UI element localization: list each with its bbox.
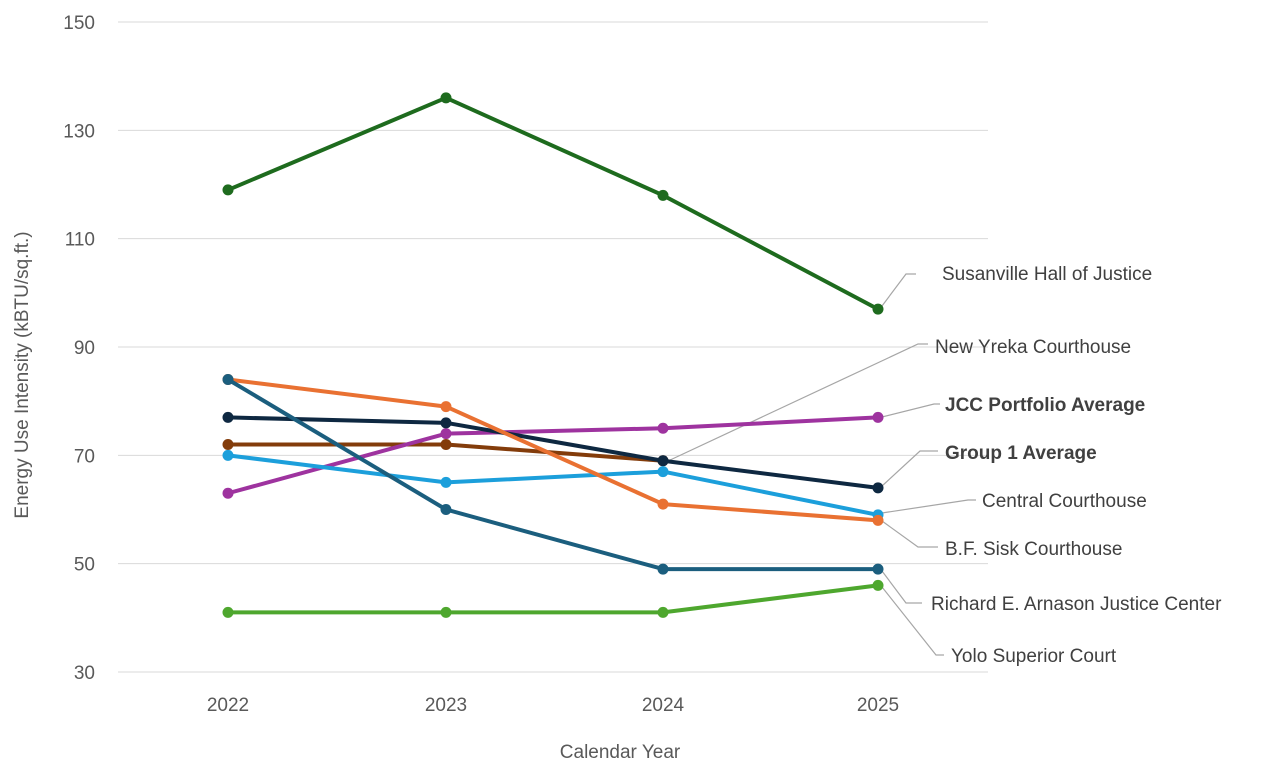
series-label: New Yreka Courthouse <box>935 337 1131 358</box>
series-line <box>226 377 880 572</box>
leader-line <box>881 403 940 418</box>
data-point <box>657 466 669 478</box>
leader-line <box>881 499 976 514</box>
x-tick-label: 2024 <box>642 695 685 716</box>
x-axis-ticks: 2022 2023 2024 2025 <box>207 695 899 716</box>
y-tick-label: 150 <box>63 13 95 34</box>
series-line <box>226 415 880 490</box>
leader-line <box>881 273 916 307</box>
data-point <box>222 374 234 385</box>
y-axis-ticks: 30 50 70 90 110 130 150 <box>63 13 95 684</box>
y-tick-label: 130 <box>63 121 95 142</box>
data-point <box>657 189 669 201</box>
x-tick-label: 2025 <box>857 695 899 716</box>
leader-line <box>881 450 938 487</box>
x-tick-label: 2022 <box>207 695 249 716</box>
series-label: Central Courthouse <box>982 491 1147 512</box>
y-tick-label: 90 <box>74 338 95 359</box>
y-axis-title: Energy Use Intensity (kBTU/sq.ft.) <box>12 231 33 518</box>
leader-line <box>881 520 938 548</box>
data-point <box>222 449 234 461</box>
data-point <box>657 422 669 434</box>
series-label: Susanville Hall of Justice <box>942 264 1152 285</box>
leader-line <box>881 570 922 604</box>
series-line <box>226 95 880 312</box>
data-point <box>440 504 452 515</box>
series-label: Group 1 Average <box>945 443 1097 464</box>
leader-line <box>881 586 944 656</box>
gridlines <box>118 21 988 673</box>
series-line <box>226 377 880 523</box>
data-point <box>440 92 452 104</box>
leader-line <box>667 343 928 462</box>
series-line <box>226 415 880 496</box>
y-tick-label: 70 <box>74 446 95 467</box>
series-label: JCC Portfolio Average <box>945 395 1145 416</box>
data-point <box>872 514 884 526</box>
data-point <box>222 606 234 618</box>
data-point <box>440 428 452 440</box>
data-point <box>872 303 884 315</box>
data-point <box>872 411 884 423</box>
data-point <box>657 563 669 575</box>
data-point <box>222 411 234 423</box>
data-point <box>440 401 452 413</box>
data-point <box>872 482 884 494</box>
y-tick-label: 50 <box>74 555 95 576</box>
y-tick-label: 30 <box>74 663 95 684</box>
x-axis-title: Calendar Year <box>560 742 681 763</box>
data-point <box>657 606 669 618</box>
series-label: B.F. Sisk Courthouse <box>945 539 1122 560</box>
y-tick-label: 110 <box>65 230 95 251</box>
data-point <box>440 606 452 618</box>
x-tick-label: 2023 <box>425 695 467 716</box>
series-labels: Susanville Hall of Justice New Yreka Cour… <box>931 264 1222 667</box>
series-label: Richard E. Arnason Justice Center <box>931 594 1222 615</box>
data-point <box>440 417 452 429</box>
data-point <box>657 455 669 467</box>
series-line <box>226 583 880 615</box>
data-point <box>872 579 884 591</box>
series-label: Yolo Superior Court <box>951 646 1117 667</box>
label-leader-lines <box>667 273 976 656</box>
data-point <box>440 439 452 450</box>
series-line <box>226 453 880 517</box>
series-lines <box>222 92 884 618</box>
data-point <box>222 439 234 450</box>
data-point <box>872 563 884 575</box>
data-point <box>222 487 234 499</box>
data-point <box>657 498 669 510</box>
data-point <box>222 184 234 196</box>
data-point <box>440 476 452 488</box>
